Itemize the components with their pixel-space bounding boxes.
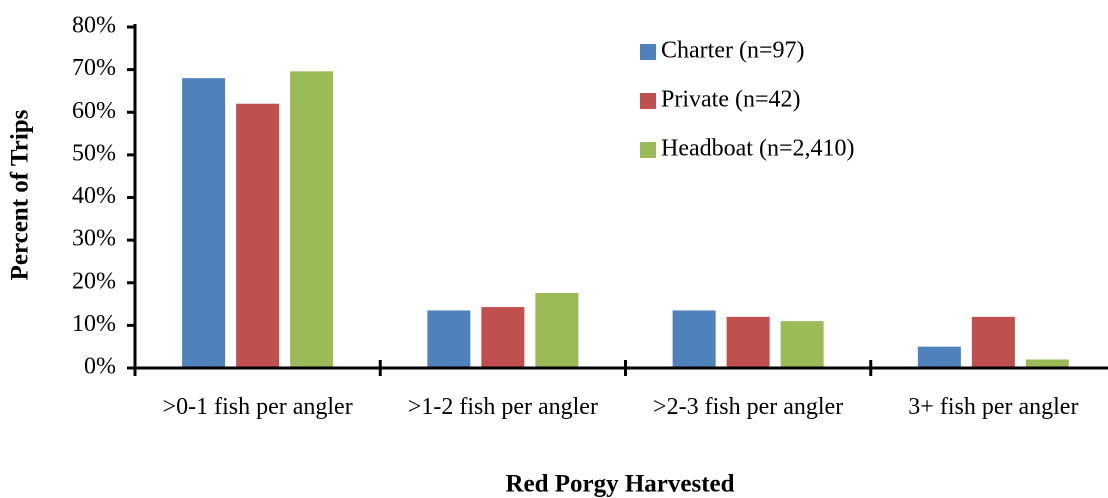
y-tick-label: 80% [72,13,116,39]
x-axis-title: Red Porgy Harvested [505,471,734,498]
y-tick-label: 60% [72,98,116,124]
bar [182,78,226,369]
x-tick-label: >2-3 fish per angler [653,394,844,420]
legend-label: Headboat (n=2,410) [661,136,854,162]
legend-label: Private (n=42) [661,87,801,113]
y-axis-title: Percent of Trips [7,109,34,280]
legend-swatch [640,142,656,158]
bar [535,292,579,368]
bar [672,310,716,368]
x-tick-label: >1-2 fish per angler [407,394,598,420]
legend-swatch [640,93,656,109]
x-tick-label: 3+ fish per angler [908,394,1079,420]
y-tick-label: 20% [72,268,116,294]
bar [971,316,1015,368]
bar [1025,359,1069,368]
y-tick-label: 0% [84,354,116,380]
y-tick-label: 10% [72,311,116,337]
bar [236,103,280,368]
legend-label: Charter (n=97) [661,38,804,64]
bar [481,307,525,368]
bar [290,71,334,368]
x-tick-label: >0-1 fish per angler [162,394,353,420]
y-tick-label: 30% [72,226,116,252]
y-tick-label: 40% [72,183,116,209]
y-tick-label: 50% [72,140,116,166]
bar [917,346,961,368]
bar [427,310,471,368]
legend-swatch [640,44,656,60]
bar [780,321,824,368]
bar [726,316,770,368]
y-tick-label: 70% [72,55,116,81]
